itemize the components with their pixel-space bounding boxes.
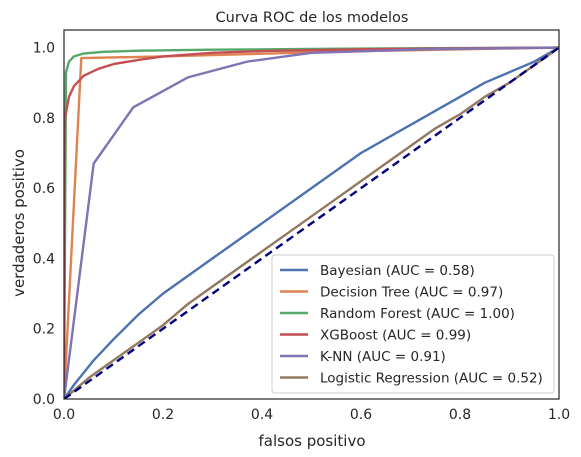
x-tick-label: 0.0 [53,407,75,423]
y-tick-label: 0.6 [33,181,55,197]
legend-box [271,254,555,394]
series-line-3 [64,46,559,399]
chart-title: Curva ROC de los modelos [216,10,409,26]
legend: Bayesian (AUC = 0.58) Decision Tree (AUC … [271,254,555,394]
series-line-5 [64,46,559,399]
axes: 0.0 0.2 0.4 0.6 0.8 1.0 0.0 0.2 0.4 0.6 0.8 1.0 [33,29,570,423]
y-tick-label: 0.4 [33,251,55,267]
x-axis-title: falsos positivo [259,432,366,450]
legend-label-5: Logistic Regression (AUC = 0.52) [320,371,543,387]
plot-area [64,46,559,399]
x-tick-label: 1.0 [548,407,570,423]
reference-diagonal-line [64,46,559,399]
axes-frame [63,29,560,400]
series-line-0 [64,46,559,399]
y-axis-title: verdaderos positivo [10,149,28,297]
legend-label-3: XGBoost (AUC = 0.99) [320,328,471,344]
x-tick-label: 0.8 [449,407,471,423]
legend-label-2: Random Forest (AUC = 1.00) [320,306,515,322]
series-line-4 [64,46,559,399]
x-tick-label: 0.4 [251,407,273,423]
y-tick-label: 0.2 [33,322,55,338]
legend-label-1: Decision Tree (AUC = 0.97) [320,285,503,301]
y-tick-label: 0.8 [33,111,55,127]
x-tick-label: 0.2 [152,407,174,423]
legend-label-0: Bayesian (AUC = 0.58) [320,263,475,279]
y-tick-label: 1.0 [33,41,55,57]
x-tick-label: 0.6 [350,407,372,423]
legend-label-4: K-NN (AUC = 0.91) [320,349,446,365]
y-tick-label: 0.0 [33,392,55,408]
